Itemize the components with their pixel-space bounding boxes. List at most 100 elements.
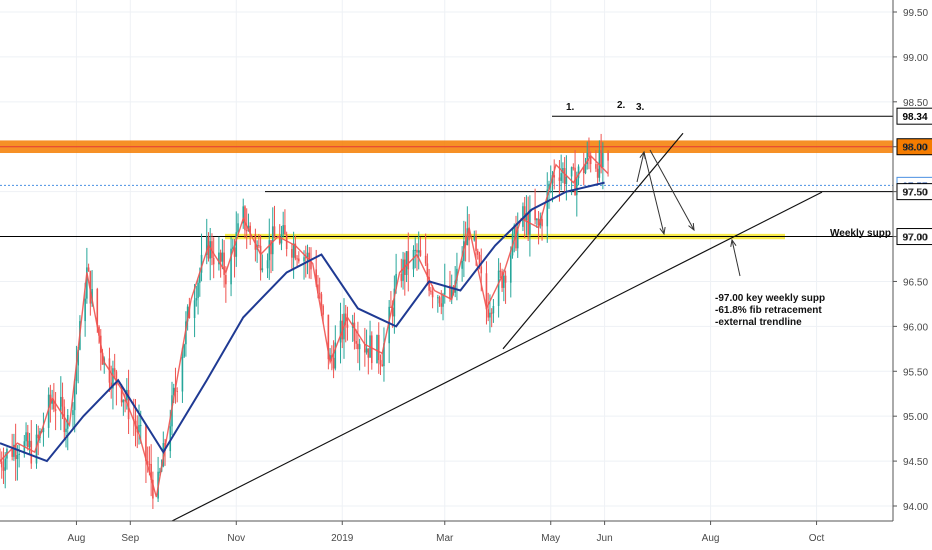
candle-body bbox=[480, 266, 483, 274]
candle-body bbox=[146, 461, 149, 464]
candle-body bbox=[525, 212, 528, 221]
candle-body bbox=[303, 257, 305, 262]
candle-body bbox=[558, 177, 561, 181]
peak-label-1: 1. bbox=[566, 102, 575, 113]
candle-body bbox=[595, 164, 597, 169]
y-tick-label: 98.00 bbox=[903, 143, 928, 154]
candle-body bbox=[596, 168, 599, 178]
candle-body bbox=[49, 394, 52, 404]
arrow-down-2 bbox=[649, 149, 695, 231]
arrow-note-pointer-head bbox=[730, 238, 737, 247]
candle-body bbox=[393, 288, 396, 317]
candle-body bbox=[492, 305, 495, 314]
candle-body bbox=[195, 298, 198, 301]
candle-body bbox=[487, 309, 489, 318]
candle-body bbox=[35, 434, 38, 464]
candle-body bbox=[172, 387, 175, 396]
candle-body bbox=[516, 226, 519, 249]
candle-body bbox=[23, 441, 26, 454]
candle-body bbox=[28, 440, 31, 448]
candle-body bbox=[30, 440, 33, 464]
candle-body bbox=[367, 348, 370, 358]
y-tick-label: 94.00 bbox=[903, 502, 928, 513]
candle-body bbox=[54, 409, 57, 411]
candle-body bbox=[218, 252, 220, 265]
y-tick-label: 99.50 bbox=[903, 8, 928, 19]
candle-body bbox=[357, 343, 359, 350]
candle-body bbox=[258, 245, 260, 247]
candle-body bbox=[223, 252, 225, 275]
candle-body bbox=[395, 273, 397, 289]
external-trendline bbox=[171, 191, 823, 522]
candle-body bbox=[529, 209, 531, 235]
candle-body bbox=[497, 270, 500, 306]
fast-ma-line bbox=[0, 154, 609, 498]
price-tag-label: 97.00 bbox=[902, 233, 927, 244]
candle-body bbox=[572, 167, 575, 169]
candle-body bbox=[65, 428, 67, 433]
arrow-down-1 bbox=[643, 151, 665, 235]
candle-body bbox=[400, 273, 403, 281]
candle-body bbox=[212, 257, 215, 265]
candle-body bbox=[602, 152, 604, 168]
candle-body bbox=[485, 273, 488, 310]
candle-body bbox=[437, 297, 439, 299]
candle-body bbox=[13, 444, 15, 457]
slow-ma-line bbox=[0, 181, 605, 463]
candle-body bbox=[284, 225, 286, 235]
candle-body bbox=[51, 399, 53, 404]
candle-body bbox=[266, 260, 269, 269]
projection-arrows bbox=[636, 149, 741, 277]
candle-body bbox=[308, 252, 311, 262]
candle-body bbox=[205, 236, 208, 255]
x-tick-label: Sep bbox=[121, 533, 139, 544]
candle-body bbox=[139, 425, 142, 427]
candle-body bbox=[402, 259, 404, 281]
candle-body bbox=[584, 164, 587, 174]
candle-body bbox=[537, 218, 540, 226]
candle-body bbox=[310, 261, 312, 270]
candle-body bbox=[320, 294, 323, 306]
candle-body bbox=[61, 396, 64, 407]
candle-body bbox=[536, 218, 538, 221]
candle-body bbox=[150, 463, 152, 480]
candle-body bbox=[282, 225, 284, 235]
candle-body bbox=[428, 277, 430, 291]
candle-body bbox=[365, 348, 368, 353]
candle-body bbox=[548, 183, 550, 190]
candle-body bbox=[60, 396, 62, 411]
candle-body bbox=[607, 152, 609, 161]
candle-body bbox=[77, 349, 79, 366]
candle-body bbox=[438, 297, 441, 304]
candle-body bbox=[176, 390, 179, 392]
candle-body bbox=[254, 234, 257, 250]
candle-body bbox=[122, 399, 125, 403]
candle-body bbox=[334, 342, 337, 369]
arrow-note-pointer bbox=[731, 239, 741, 277]
price-tag-label: 97.50 bbox=[902, 188, 927, 199]
candle-body bbox=[456, 268, 458, 281]
y-tick-label: 99.00 bbox=[903, 53, 928, 64]
candle-body bbox=[193, 300, 196, 318]
candle-body bbox=[355, 341, 357, 344]
candle-body bbox=[440, 303, 443, 307]
candle-body bbox=[0, 461, 1, 463]
price-tag-98-34 bbox=[896, 107, 932, 125]
candle-body bbox=[296, 258, 298, 260]
price-tag-label: 98.34 bbox=[902, 112, 927, 123]
candle-body bbox=[476, 250, 479, 255]
candle-body bbox=[390, 306, 392, 308]
y-tick-label: 94.50 bbox=[903, 457, 928, 468]
candle-body bbox=[237, 223, 239, 233]
candle-body bbox=[431, 291, 434, 298]
candle-body bbox=[358, 344, 361, 350]
candle-body bbox=[509, 255, 512, 283]
candle-body bbox=[198, 272, 201, 283]
annotation-layer: 1. 2. 3. Weekly supp -97.00 key weekly s… bbox=[566, 100, 891, 328]
candle-body bbox=[327, 314, 330, 360]
candle-body bbox=[523, 206, 526, 221]
candle-body bbox=[73, 381, 76, 411]
candle-body bbox=[364, 344, 366, 353]
candle-body bbox=[148, 463, 151, 465]
candle-body bbox=[11, 448, 13, 457]
